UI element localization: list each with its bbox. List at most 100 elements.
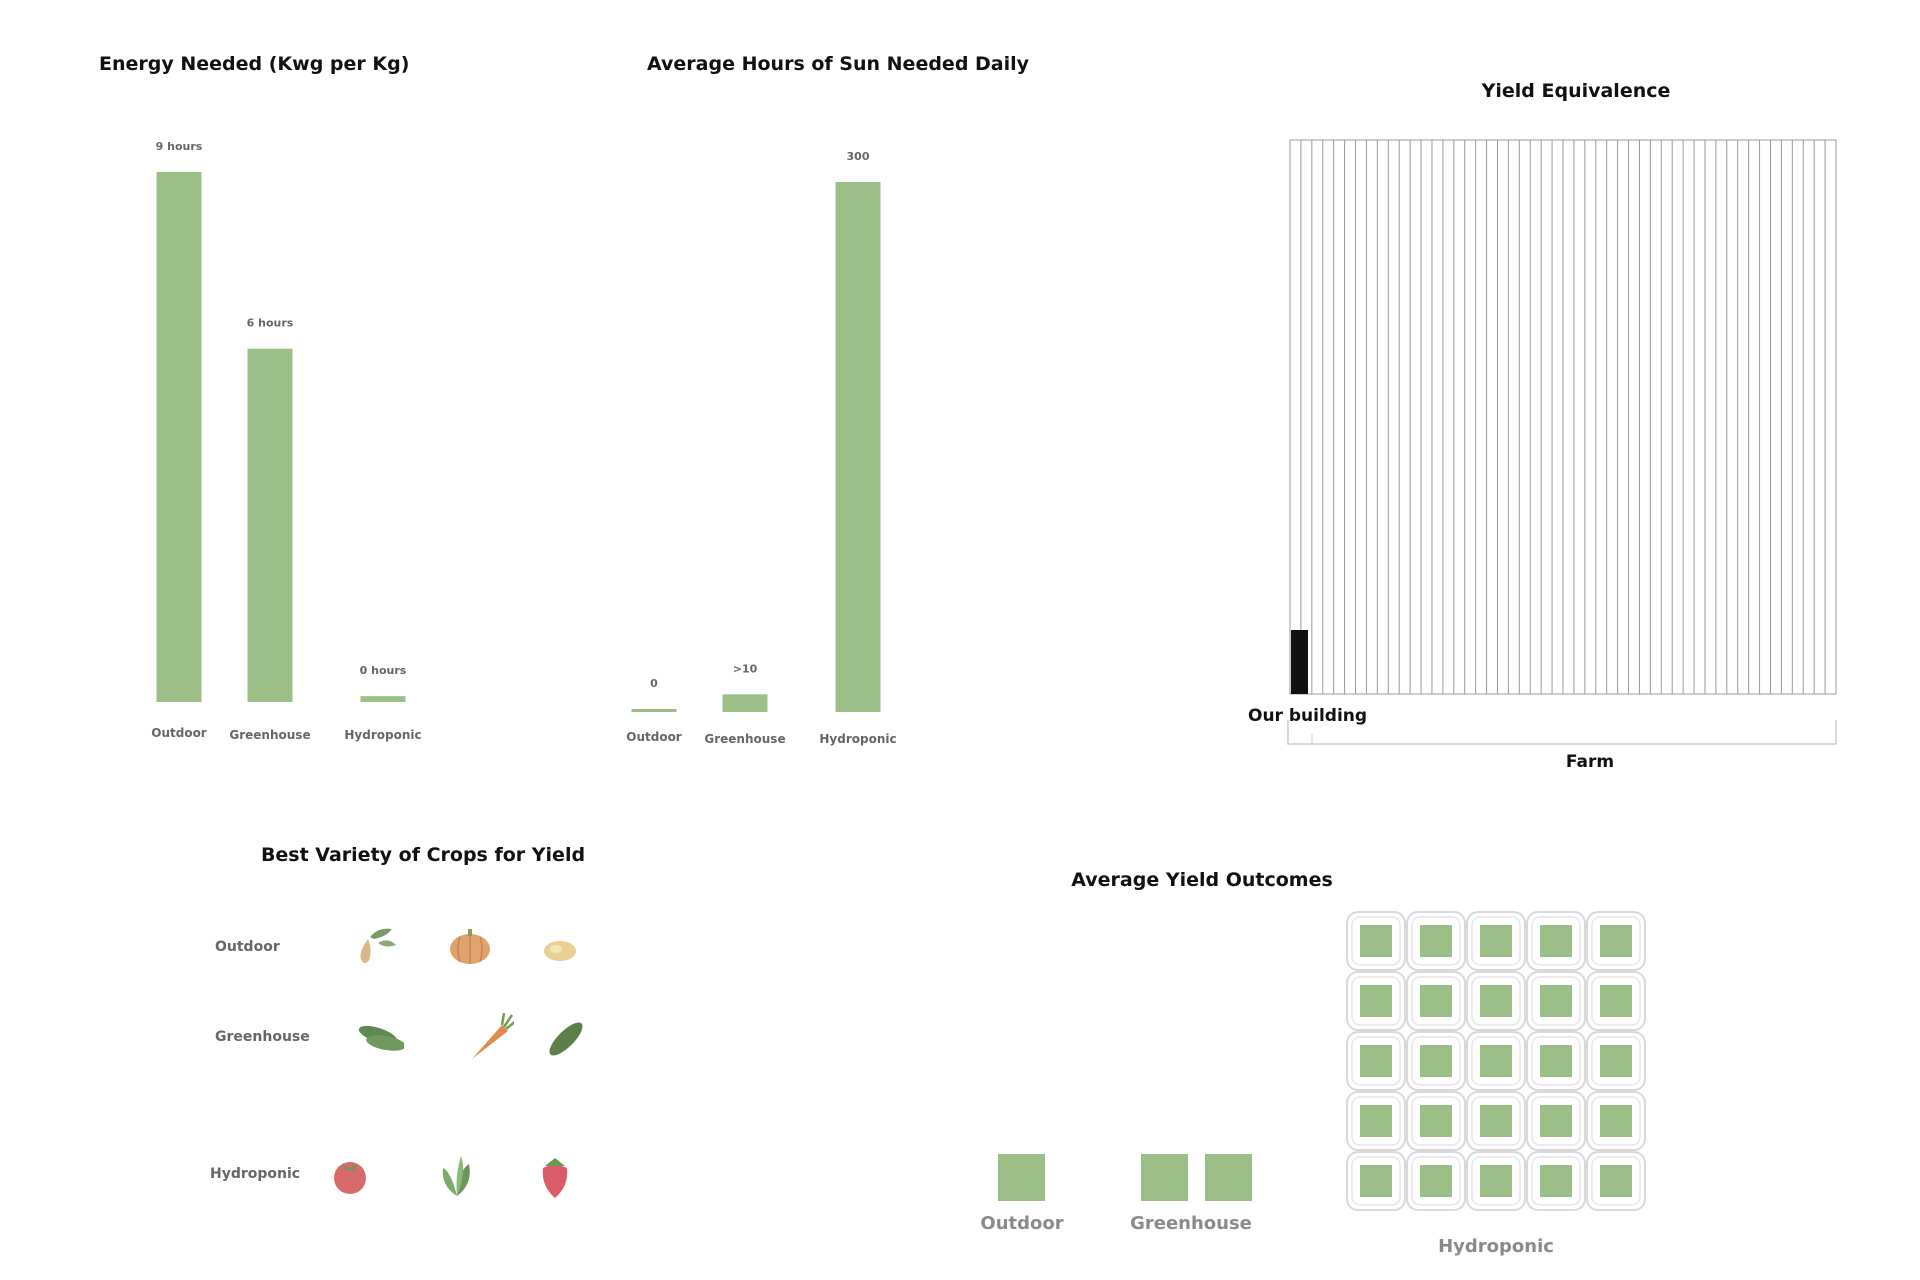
hydro-tray-inner (1351, 1156, 1401, 1206)
yield-unit-hydroponic (1360, 1045, 1392, 1077)
bar-outdoor (156, 172, 202, 702)
value-label-outdoor: 0 (650, 677, 658, 690)
hydro-tray-inner (1591, 976, 1641, 1026)
farm-bracket (1287, 720, 1837, 745)
bar-outdoor (631, 709, 677, 712)
energy-chart-title: Energy Needed (Kwg per Kg) (99, 53, 410, 75)
yield-unit-hydroponic (1480, 1105, 1512, 1137)
our-building-label: Our building (1248, 706, 1367, 726)
strawberry-icon (542, 1158, 568, 1198)
crops-title: Best Variety of Crops for Yield (260, 844, 586, 866)
hydro-tray-inner (1531, 1156, 1581, 1206)
yield-unit-hydroponic (1540, 985, 1572, 1017)
yield-unit-hydroponic (1600, 925, 1632, 957)
hydro-tray-inner (1471, 1036, 1521, 1086)
hydro-tray-inner (1411, 1096, 1461, 1146)
yield-unit-hydroponic (1420, 1045, 1452, 1077)
yield-unit-hydroponic (1420, 985, 1452, 1017)
hydro-tray-inner (1351, 1096, 1401, 1146)
hydro-tray-inner (1471, 1156, 1521, 1206)
zucchini-icon (549, 1022, 583, 1056)
yield-unit-hydroponic (1420, 1105, 1452, 1137)
energy-chart: 9 hours Outdoor 6 hours Greenhouse 0 hours Hy… (151, 140, 421, 742)
hydro-tray-inner (1591, 1156, 1641, 1206)
yield-unit-hydroponic (1480, 985, 1512, 1017)
yield-outcome-label-greenhouse: Greenhouse (1130, 1213, 1252, 1234)
hydro-tray-inner (1531, 1036, 1581, 1086)
crop-row-label-greenhouse: Greenhouse (215, 1029, 310, 1045)
value-label-hydroponic: 300 (847, 150, 870, 163)
hydro-tray-inner (1471, 976, 1521, 1026)
sun-chart: 0 Outdoor >10 Greenhouse 300 Hydroponic (626, 150, 896, 746)
category-label-outdoor: Outdoor (626, 730, 682, 744)
hydro-tray-inner (1351, 976, 1401, 1026)
carrot-icon (472, 1013, 514, 1059)
hydro-tray-inner (1411, 976, 1461, 1026)
crops-grid: Outdoor Greenhouse Hydroponic (0, 0, 700, 1280)
yield-unit-hydroponic (1540, 1045, 1572, 1077)
yield-outcome-label-outdoor: Outdoor (980, 1213, 1064, 1234)
hydro-tray-inner (1531, 976, 1581, 1026)
hydro-tray-inner (1531, 1096, 1581, 1146)
hydro-tray-inner (1471, 1096, 1521, 1146)
yield-unit-hydroponic (1600, 1165, 1632, 1197)
yield-unit-hydroponic (1420, 1165, 1452, 1197)
value-label-greenhouse: >10 (733, 662, 758, 675)
yield-unit-hydroponic (1600, 985, 1632, 1017)
tomato-icon (334, 1162, 366, 1194)
bar-hydroponic (835, 182, 881, 712)
crop-row-label-outdoor: Outdoor (215, 939, 280, 955)
category-label-hydroponic: Hydroponic (819, 732, 896, 746)
bar-greenhouse (247, 348, 293, 702)
category-label-outdoor: Outdoor (151, 726, 207, 740)
yield-unit-greenhouse (1205, 1154, 1252, 1201)
hydro-tray-inner (1411, 916, 1461, 966)
yield-unit-hydroponic (1540, 925, 1572, 957)
farm-label: Farm (1566, 752, 1614, 772)
spinach-icon (442, 1156, 470, 1196)
hydro-tray-inner (1591, 1036, 1641, 1086)
pumpkin-icon (450, 929, 490, 964)
hydro-tray-inner (1411, 1156, 1461, 1206)
yield-unit-hydroponic (1360, 925, 1392, 957)
yield-unit-outdoor (998, 1154, 1045, 1201)
value-label-greenhouse: 6 hours (247, 317, 294, 330)
value-label-outdoor: 9 hours (156, 140, 203, 153)
yield-unit-hydroponic (1480, 1165, 1512, 1197)
category-label-hydroponic: Hydroponic (344, 728, 421, 742)
potato-icon (544, 941, 576, 961)
yield-equivalence-title: Yield Equivalence (1481, 80, 1671, 102)
hydro-tray-inner (1411, 1036, 1461, 1086)
bar-hydroponic (360, 696, 406, 702)
yield-outcomes-title: Average Yield Outcomes (1071, 869, 1333, 891)
yield-equivalence-chart: Our building Farm (1248, 139, 1837, 772)
category-label-greenhouse: Greenhouse (704, 732, 785, 746)
yield-unit-greenhouse (1141, 1154, 1188, 1201)
hydro-tray-inner (1531, 916, 1581, 966)
yield-unit-hydroponic (1540, 1165, 1572, 1197)
squash-icon (360, 928, 396, 963)
our-building-bar (1291, 630, 1308, 694)
yield-unit-hydroponic (1540, 1105, 1572, 1137)
yield-outcome-label-hydroponic: Hydroponic (1438, 1236, 1554, 1257)
yield-outcomes-chart (998, 911, 1646, 1211)
yield-unit-hydroponic (1480, 925, 1512, 957)
crop-row-label-hydroponic: Hydroponic (210, 1166, 301, 1182)
sun-chart-title: Average Hours of Sun Needed Daily (647, 53, 1030, 75)
hydro-tray-inner (1591, 1096, 1641, 1146)
yield-unit-hydroponic (1480, 1045, 1512, 1077)
value-label-hydroponic: 0 hours (360, 664, 407, 677)
yield-unit-hydroponic (1360, 985, 1392, 1017)
yield-unit-hydroponic (1360, 1105, 1392, 1137)
category-label-greenhouse: Greenhouse (229, 728, 310, 742)
hydro-tray-inner (1351, 1036, 1401, 1086)
bar-greenhouse (722, 694, 768, 712)
hydro-tray-inner (1351, 916, 1401, 966)
hydro-tray-inner (1591, 916, 1641, 966)
yield-unit-hydroponic (1600, 1045, 1632, 1077)
yield-unit-hydroponic (1360, 1165, 1392, 1197)
yield-unit-hydroponic (1420, 925, 1452, 957)
cucumbers-icon (358, 1025, 404, 1051)
hydro-tray-inner (1471, 916, 1521, 966)
yield-unit-hydroponic (1600, 1105, 1632, 1137)
